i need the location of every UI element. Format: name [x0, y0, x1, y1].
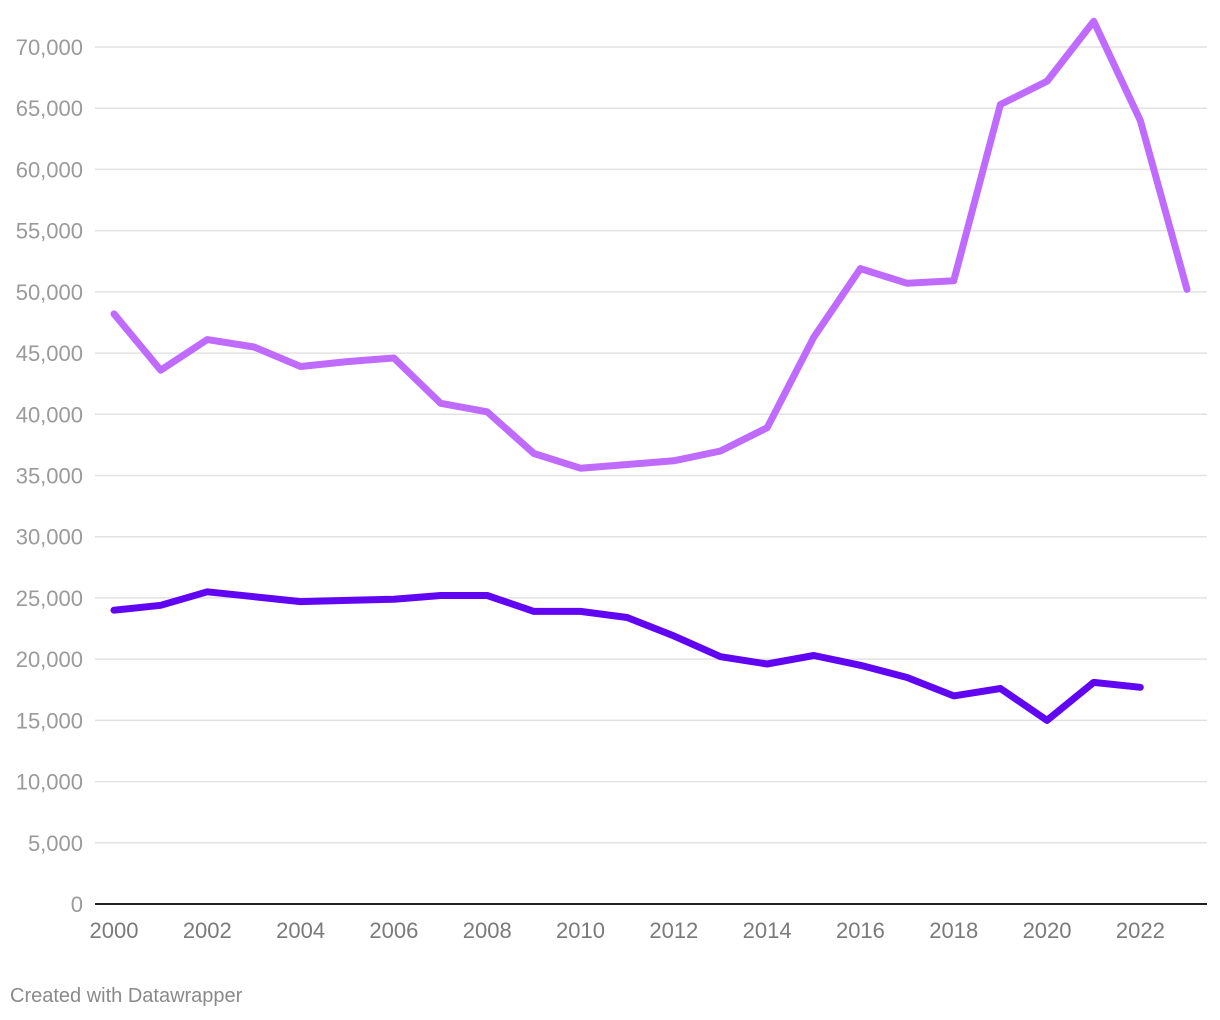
y-tick-label: 10,000: [16, 770, 83, 795]
y-tick-label: 65,000: [16, 96, 83, 121]
y-tick-label: 25,000: [16, 586, 83, 611]
x-tick-label: 2014: [743, 918, 792, 943]
series-line-1: [110, 17, 1191, 472]
x-tick-label: 2004: [276, 918, 325, 943]
y-tick-label: 35,000: [16, 464, 83, 489]
y-tick-label: 30,000: [16, 525, 83, 550]
x-tick-label: 2022: [1116, 918, 1165, 943]
x-tick-label: 2000: [90, 918, 139, 943]
series-line-2: [110, 588, 1144, 724]
x-tick-label: 2012: [649, 918, 698, 943]
y-tick-label: 5,000: [28, 831, 83, 856]
gridlines: [95, 46, 1207, 844]
x-tick-label: 2020: [1023, 918, 1072, 943]
y-axis: 0 5,000 10,000 15,000 20,000 25,000 30,000 35,0…: [16, 35, 83, 917]
credit-text: Created with Datawrapper: [10, 985, 243, 1007]
y-tick-label: 45,000: [16, 341, 83, 366]
x-tick-label: 2010: [556, 918, 605, 943]
x-axis: 2000 2002 2004 2006 2008 2010 2012 2014 2016 2018…: [90, 918, 1165, 943]
y-tick-label: 55,000: [16, 219, 83, 244]
x-tick-label: 2006: [369, 918, 418, 943]
y-tick-label: 20,000: [16, 647, 83, 672]
y-tick-label: 15,000: [16, 708, 83, 733]
y-tick-label: 0: [71, 892, 83, 917]
y-tick-label: 70,000: [16, 35, 83, 60]
y-tick-label: 60,000: [16, 157, 83, 182]
y-tick-label: 50,000: [16, 280, 83, 305]
x-tick-label: 2018: [929, 918, 978, 943]
x-tick-label: 2008: [463, 918, 512, 943]
x-tick-label: 2016: [836, 918, 885, 943]
y-tick-label: 40,000: [16, 402, 83, 427]
x-tick-label: 2002: [183, 918, 232, 943]
line-chart: 0 5,000 10,000 15,000 20,000 25,000 30,000 35,0…: [16, 17, 1207, 943]
series-lines: [110, 17, 1191, 724]
